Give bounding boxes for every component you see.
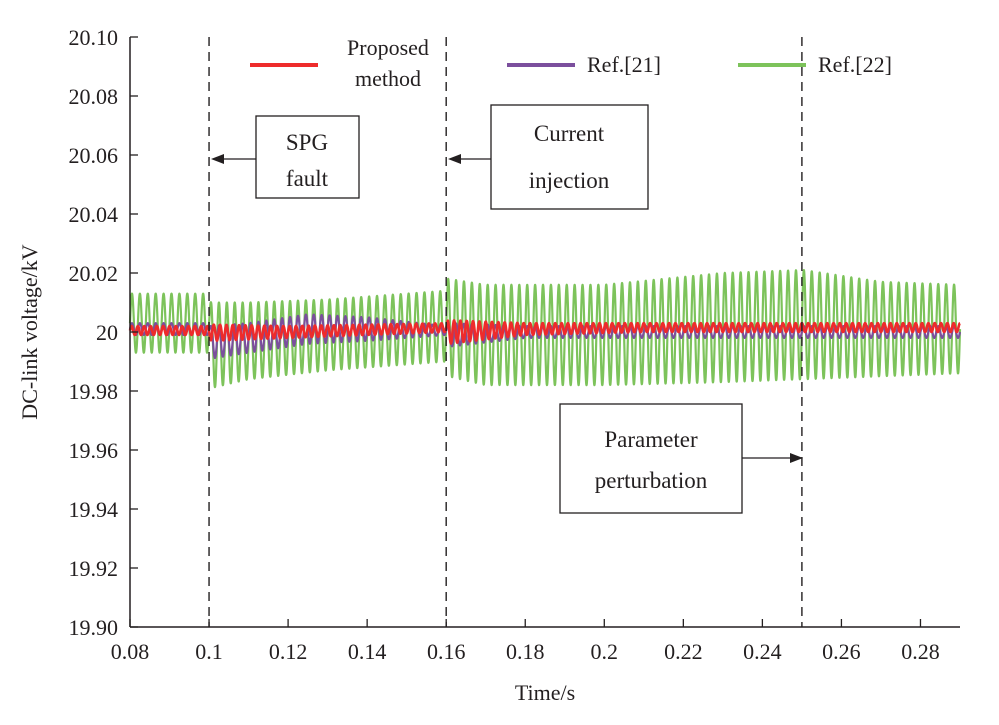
- y-tick-label: 20.02: [69, 261, 119, 286]
- annotation-label-line2: injection: [529, 168, 610, 193]
- annotation-label-line2: fault: [286, 166, 329, 191]
- y-tick-label: 20.08: [69, 84, 119, 109]
- x-tick-label: 0.12: [269, 639, 308, 664]
- annotation-label-line1: Current: [534, 121, 605, 146]
- x-tick-label: 0.2: [591, 639, 619, 664]
- series-line-proposed-method: [128, 319, 962, 345]
- x-axis-title: Time/s: [515, 680, 575, 705]
- series-layer: [128, 269, 962, 389]
- y-tick-label: 19.98: [69, 379, 119, 404]
- annotation-box: [490, 104, 649, 210]
- annotation-label-line1: SPG: [286, 130, 328, 155]
- legend-label-proposed-line2: method: [355, 66, 421, 91]
- y-tick-label: 20.04: [69, 202, 119, 227]
- y-tick-label: 20.06: [69, 143, 119, 168]
- annotation-box: [559, 403, 743, 514]
- arrow-head: [211, 154, 224, 164]
- y-tick-label: 20.10: [69, 25, 119, 50]
- x-tick-label: 0.22: [664, 639, 703, 664]
- x-tick-label: 0.1: [195, 639, 223, 664]
- y-tick-label: 20: [96, 320, 118, 345]
- x-tick-label: 0.28: [901, 639, 940, 664]
- y-tick-label: 19.96: [69, 438, 119, 463]
- x-tick-label: 0.08: [111, 639, 150, 664]
- event-lines: [208, 37, 803, 627]
- y-tick-label: 19.90: [69, 615, 119, 640]
- annotation-current-injection: Current injection: [448, 104, 649, 210]
- arrow-head: [448, 154, 461, 164]
- legend-label-ref21: Ref.[21]: [587, 52, 661, 77]
- annotation-label-line2: perturbation: [595, 468, 708, 493]
- annotation-box: [255, 115, 360, 199]
- x-tick-label: 0.26: [822, 639, 861, 664]
- legend-label-proposed-line1: Proposed: [347, 35, 429, 60]
- y-tick-label: 19.92: [69, 556, 119, 581]
- legend-label-ref22: Ref.[22]: [818, 52, 892, 77]
- x-tick-label: 0.16: [427, 639, 466, 664]
- axes: 20.10 20.08 20.06 20.04 20.02 20 19.98 19.96 19.…: [69, 25, 960, 664]
- y-axis-title: DC-link voltage/kV: [17, 244, 42, 419]
- annotation-spg-fault: SPG fault: [211, 115, 360, 199]
- legend: Proposed method Ref.[21] Ref.[22]: [250, 35, 892, 91]
- x-tick-label: 0.18: [506, 639, 545, 664]
- x-tick-label: 0.14: [348, 639, 387, 664]
- x-tick-label: 0.24: [743, 639, 782, 664]
- arrow-head: [790, 453, 803, 463]
- annotation-label-line1: Parameter: [604, 427, 698, 452]
- y-tick-label: 19.94: [69, 497, 119, 522]
- annotation-parameter-perturbation: Parameter perturbation: [559, 403, 803, 514]
